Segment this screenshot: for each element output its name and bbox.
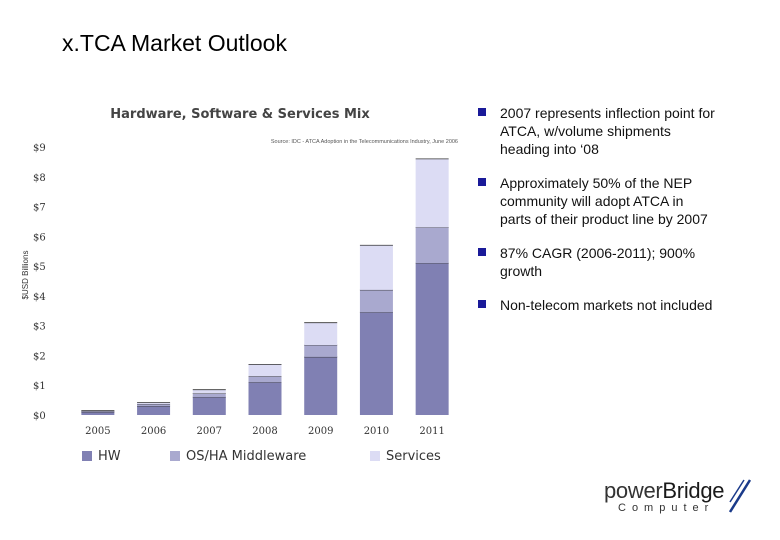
legend-swatch xyxy=(82,451,92,461)
bar-segment-hw xyxy=(81,412,115,415)
bar-segment-services xyxy=(137,402,171,404)
bullet-text: Non-telecom markets not included xyxy=(500,297,713,313)
bar-segment-services xyxy=(415,158,449,228)
legend-label: Services xyxy=(386,449,441,464)
chart-panel: Hardware, Software & Services Mix Source… xyxy=(20,97,468,472)
square-bullet-icon xyxy=(478,108,486,116)
logo-word-part2: Bridge xyxy=(662,478,725,503)
bars xyxy=(81,158,449,415)
y-tick-label: $2 xyxy=(33,351,46,362)
legend-label: HW xyxy=(98,449,121,464)
bar-segment-services xyxy=(304,322,338,346)
bar-segment-middleware xyxy=(248,376,282,383)
x-tick-label: 2007 xyxy=(197,426,222,437)
bullet-text: Approximately 50% of the NEP community w… xyxy=(500,175,708,227)
chart-source-note: Source: IDC - ATCA Adoption in the Telec… xyxy=(271,139,458,145)
chart-title: Hardware, Software & Services Mix xyxy=(110,107,370,122)
y-tick-label: $5 xyxy=(33,262,46,273)
logo-word-part1: power xyxy=(604,478,663,503)
stacked-bar-chart: Hardware, Software & Services Mix Source… xyxy=(21,107,458,464)
bullet-list: 2007 represents inflection point for ATC… xyxy=(478,104,718,314)
y-tick-label: $6 xyxy=(33,232,46,243)
logo-wordmark: powerBridge xyxy=(604,478,725,504)
x-tick-label: 2011 xyxy=(419,426,444,437)
bar-segment-middleware xyxy=(415,227,449,264)
bar-segment-hw xyxy=(137,406,171,415)
y-tick-labels: $0 $1 $2 $3 $4 $5 $6 $7 $8 $9 xyxy=(33,143,46,422)
bar-segment-hw xyxy=(192,397,226,415)
bar-segment-hw xyxy=(304,356,338,415)
y-tick-label: $4 xyxy=(33,292,46,303)
square-bullet-icon xyxy=(478,300,486,308)
bar-segment-middleware xyxy=(137,403,171,407)
x-tick-label: 2010 xyxy=(364,426,389,437)
bar-segment-hw xyxy=(359,312,393,415)
y-tick-label: $3 xyxy=(33,322,46,333)
slide-title: x.TCA Market Outlook xyxy=(62,30,287,56)
bar-segment-services xyxy=(192,389,226,394)
y-axis-label: $USD Billions xyxy=(21,251,30,300)
bar-segment-middleware xyxy=(304,345,338,357)
x-tick-label: 2006 xyxy=(141,426,166,437)
square-bullet-icon xyxy=(478,178,486,186)
bullet-item: Non-telecom markets not included xyxy=(478,296,718,314)
bar-segment-hw xyxy=(248,382,282,415)
x-tick-label: 2009 xyxy=(308,426,333,437)
bullet-item: Approximately 50% of the NEP community w… xyxy=(478,174,718,228)
bullet-text: 2007 represents inflection point for ATC… xyxy=(500,105,715,157)
logo-swoosh-icon xyxy=(728,479,752,513)
x-tick-label: 2005 xyxy=(85,426,110,437)
y-tick-label: $9 xyxy=(33,143,46,154)
square-bullet-icon xyxy=(478,248,486,256)
x-tick-label: 2008 xyxy=(252,426,277,437)
bullet-text: 87% CAGR (2006-2011); 900% growth xyxy=(500,245,696,279)
y-tick-label: $0 xyxy=(33,411,46,422)
legend-swatch xyxy=(370,451,380,461)
bar-segment-middleware xyxy=(81,411,115,413)
bar-segment-services xyxy=(248,364,282,377)
bullet-item: 2007 represents inflection point for ATC… xyxy=(478,104,718,158)
y-tick-label: $8 xyxy=(33,173,46,184)
bullet-item: 87% CAGR (2006-2011); 900% growth xyxy=(478,244,718,280)
y-tick-label: $1 xyxy=(33,381,46,392)
logo-subtitle: Computer xyxy=(618,502,715,514)
chart-legend: HW OS/HA Middleware Services xyxy=(82,449,441,464)
y-tick-label: $7 xyxy=(33,203,46,214)
x-tick-labels: 2005 2006 2007 2008 2009 2010 2011 xyxy=(85,426,445,437)
legend-swatch xyxy=(170,451,180,461)
bar-segment-middleware xyxy=(192,393,226,398)
bar-segment-middleware xyxy=(359,289,393,313)
bar-segment-hw xyxy=(415,263,449,415)
bar-segment-services xyxy=(359,245,393,290)
powerbridge-logo: powerBridge Computer xyxy=(604,478,754,518)
legend-label: OS/HA Middleware xyxy=(186,449,306,464)
